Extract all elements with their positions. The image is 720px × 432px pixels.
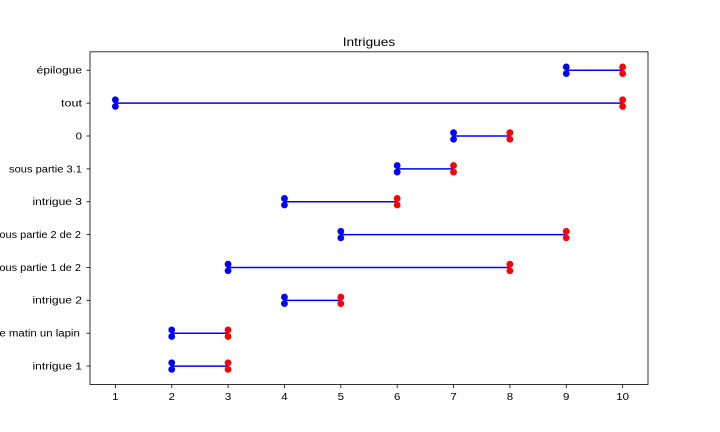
svg-text:ous partie 1 de 2: ous partie 1 de 2 (0, 263, 81, 274)
svg-text:8: 8 (507, 392, 514, 403)
svg-text:3: 3 (225, 392, 232, 403)
svg-text:sous partie 3.1: sous partie 3.1 (9, 164, 82, 175)
svg-text:intrigue 2: intrigue 2 (33, 296, 83, 307)
svg-text:ous partie 2 de 2: ous partie 2 de 2 (0, 230, 81, 241)
svg-text:tout: tout (61, 99, 82, 110)
svg-text:intrigue 3: intrigue 3 (33, 197, 83, 208)
svg-text:e matin un lapin: e matin un lapin (0, 329, 80, 340)
svg-text:intrigue 1: intrigue 1 (33, 361, 83, 372)
svg-text:0: 0 (76, 131, 83, 142)
svg-text:4: 4 (281, 392, 288, 403)
svg-text:10: 10 (616, 392, 629, 403)
svg-text:9: 9 (563, 392, 570, 403)
svg-text:épilogue: épilogue (37, 66, 83, 77)
svg-text:2: 2 (169, 392, 176, 403)
svg-text:5: 5 (338, 392, 345, 403)
svg-text:6: 6 (394, 392, 401, 403)
svg-text:7: 7 (450, 392, 457, 403)
svg-text:Intrigues: Intrigues (343, 35, 396, 49)
svg-text:1: 1 (112, 392, 119, 403)
